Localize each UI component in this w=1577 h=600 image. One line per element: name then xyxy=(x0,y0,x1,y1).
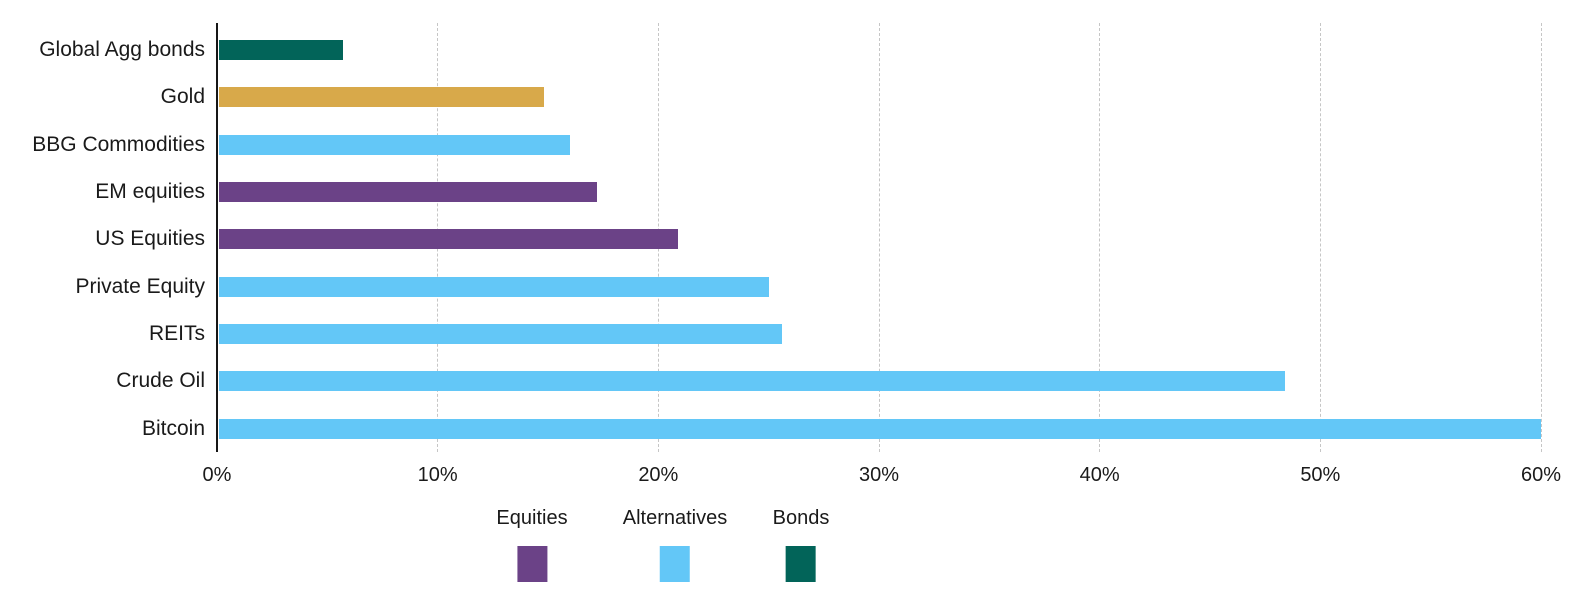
x-tick-label: 10% xyxy=(417,464,458,486)
category-label: US Equities xyxy=(95,227,205,251)
legend-item-bonds: Bonds xyxy=(772,507,830,582)
category-label: Gold xyxy=(160,85,205,109)
gridline-30% xyxy=(878,23,880,452)
bar-em-equities xyxy=(219,181,597,202)
category-label: REITs xyxy=(148,321,205,345)
x-tick-label: 60% xyxy=(1520,464,1562,486)
category-label: EM equities xyxy=(95,179,205,203)
bar-crude-oil xyxy=(219,371,1285,392)
bar-bitcoin xyxy=(219,418,1541,439)
category-label: Private Equity xyxy=(75,274,205,298)
category-label: BBG Commodities xyxy=(32,132,205,156)
bar-bbg-commodities xyxy=(219,134,570,155)
legend-swatch-alternatives xyxy=(660,546,690,582)
legend-item-equities: Equities xyxy=(496,507,568,582)
bar-global-agg-bonds xyxy=(219,40,343,60)
legend-swatch-equities xyxy=(517,546,547,582)
legend-swatch-bonds xyxy=(786,546,816,582)
bar-gold xyxy=(219,87,544,108)
legend-label: Equities xyxy=(496,507,568,529)
legend-item-alternatives: Alternatives xyxy=(622,507,728,582)
y-axis-line xyxy=(216,23,218,452)
bar-private-equity xyxy=(219,276,769,297)
category-label: Crude Oil xyxy=(116,369,205,393)
x-tick-label: 20% xyxy=(638,464,679,486)
category-label: Global Agg bonds xyxy=(39,38,205,61)
x-tick-label: 50% xyxy=(1300,464,1341,486)
bar-reits xyxy=(219,323,782,344)
x-tick-label: 0% xyxy=(202,464,232,486)
bar-us-equities xyxy=(219,229,678,250)
gridline-50% xyxy=(1319,23,1321,452)
gridline-40% xyxy=(1099,23,1101,452)
legend-label: Bonds xyxy=(772,507,830,529)
x-tick-label: 30% xyxy=(858,464,900,486)
x-tick-label: 40% xyxy=(1079,464,1120,486)
gridline-60% xyxy=(1540,23,1542,452)
category-label: Bitcoin xyxy=(141,416,205,440)
legend-label: Alternatives xyxy=(622,507,728,529)
